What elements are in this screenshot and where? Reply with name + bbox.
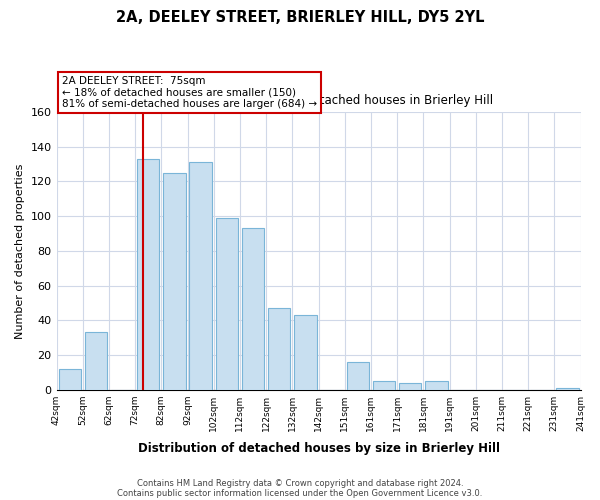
- Title: Size of property relative to detached houses in Brierley Hill: Size of property relative to detached ho…: [143, 94, 494, 106]
- Text: 2A DEELEY STREET:  75sqm
← 18% of detached houses are smaller (150)
81% of semi-: 2A DEELEY STREET: 75sqm ← 18% of detache…: [62, 76, 317, 110]
- Bar: [294, 315, 317, 390]
- Bar: [399, 382, 421, 390]
- Text: Contains public sector information licensed under the Open Government Licence v3: Contains public sector information licen…: [118, 488, 482, 498]
- Bar: [190, 162, 212, 390]
- Bar: [347, 362, 369, 390]
- Bar: [556, 388, 578, 390]
- Bar: [163, 173, 185, 390]
- Text: 2A, DEELEY STREET, BRIERLEY HILL, DY5 2YL: 2A, DEELEY STREET, BRIERLEY HILL, DY5 2Y…: [116, 10, 484, 25]
- Bar: [373, 381, 395, 390]
- X-axis label: Distribution of detached houses by size in Brierley Hill: Distribution of detached houses by size …: [137, 442, 500, 455]
- Bar: [215, 218, 238, 390]
- Bar: [242, 228, 264, 390]
- Bar: [137, 159, 160, 390]
- Bar: [268, 308, 290, 390]
- Bar: [85, 332, 107, 390]
- Bar: [425, 381, 448, 390]
- Bar: [59, 369, 81, 390]
- Text: Contains HM Land Registry data © Crown copyright and database right 2024.: Contains HM Land Registry data © Crown c…: [137, 478, 463, 488]
- Y-axis label: Number of detached properties: Number of detached properties: [15, 163, 25, 338]
